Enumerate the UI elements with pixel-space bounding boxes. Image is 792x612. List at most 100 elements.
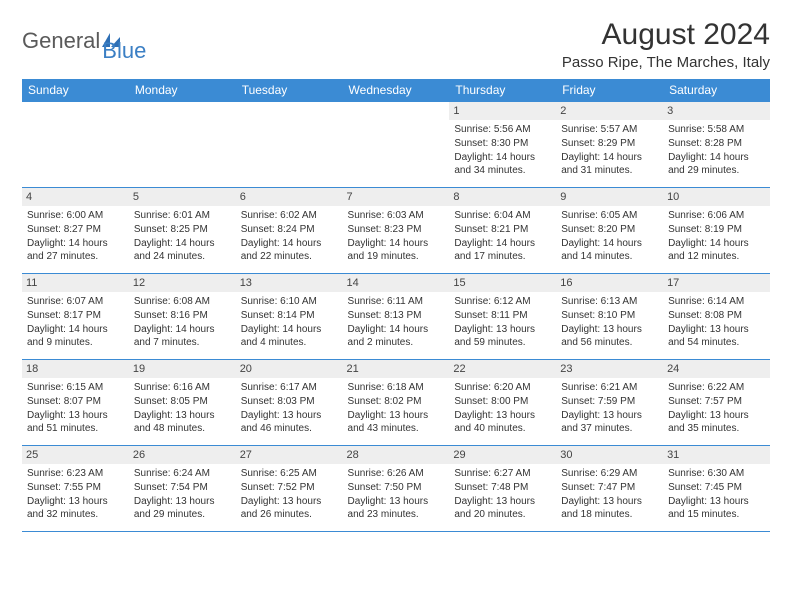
sunrise-text: Sunrise: 6:14 AM xyxy=(668,295,765,308)
sunset-text: Sunset: 8:27 PM xyxy=(27,223,124,236)
sunset-text: Sunset: 7:55 PM xyxy=(27,481,124,494)
sunset-text: Sunset: 8:08 PM xyxy=(668,309,765,322)
calendar-day-cell: 4Sunrise: 6:00 AMSunset: 8:27 PMDaylight… xyxy=(22,188,129,274)
day-info: Sunrise: 5:58 AMSunset: 8:28 PMDaylight:… xyxy=(668,123,765,177)
calendar-day-cell xyxy=(129,102,236,188)
day-info: Sunrise: 6:17 AMSunset: 8:03 PMDaylight:… xyxy=(241,381,338,435)
calendar-day-cell: 1 Sunrise: 5:56 AMSunset: 8:30 PMDaylight… xyxy=(449,102,556,188)
daylight-text: Daylight: 14 hours and 2 minutes. xyxy=(348,323,445,349)
daylight-text: Daylight: 13 hours and 35 minutes. xyxy=(668,409,765,435)
calendar-day-cell: 13Sunrise: 6:10 AMSunset: 8:14 PMDayligh… xyxy=(236,274,343,360)
header: General Blue August 2024 Passo Ripe, The… xyxy=(22,18,770,71)
sunrise-text: Sunrise: 6:20 AM xyxy=(454,381,551,394)
day-number: 5 xyxy=(129,188,236,206)
calendar-day-cell: 14Sunrise: 6:11 AMSunset: 8:13 PMDayligh… xyxy=(343,274,450,360)
sunset-text: Sunset: 8:29 PM xyxy=(561,137,658,150)
daylight-text: Daylight: 13 hours and 46 minutes. xyxy=(241,409,338,435)
day-number: 9 xyxy=(556,188,663,206)
day-info: Sunrise: 6:24 AMSunset: 7:54 PMDaylight:… xyxy=(134,467,231,521)
sunset-text: Sunset: 8:02 PM xyxy=(348,395,445,408)
sunrise-text: Sunrise: 6:18 AM xyxy=(348,381,445,394)
sunset-text: Sunset: 7:52 PM xyxy=(241,481,338,494)
day-number: 7 xyxy=(343,188,450,206)
sunset-text: Sunset: 8:17 PM xyxy=(27,309,124,322)
sunset-text: Sunset: 7:47 PM xyxy=(561,481,658,494)
weekday-header: Monday xyxy=(129,79,236,102)
sunrise-text: Sunrise: 6:30 AM xyxy=(668,467,765,480)
sunrise-text: Sunrise: 6:25 AM xyxy=(241,467,338,480)
day-number: 1 xyxy=(449,102,556,120)
daylight-text: Daylight: 13 hours and 56 minutes. xyxy=(561,323,658,349)
calendar-day-cell: 3 Sunrise: 5:58 AMSunset: 8:28 PMDaylight… xyxy=(663,102,770,188)
day-number: 6 xyxy=(236,188,343,206)
daylight-text: Daylight: 14 hours and 34 minutes. xyxy=(454,151,551,177)
calendar-day-cell xyxy=(236,102,343,188)
sunset-text: Sunset: 8:07 PM xyxy=(27,395,124,408)
sunset-text: Sunset: 8:03 PM xyxy=(241,395,338,408)
day-number: 31 xyxy=(663,446,770,464)
sunset-text: Sunset: 8:14 PM xyxy=(241,309,338,322)
day-info: Sunrise: 6:16 AMSunset: 8:05 PMDaylight:… xyxy=(134,381,231,435)
calendar-day-cell: 8Sunrise: 6:04 AMSunset: 8:21 PMDaylight… xyxy=(449,188,556,274)
day-number: 27 xyxy=(236,446,343,464)
day-number: 13 xyxy=(236,274,343,292)
daylight-text: Daylight: 14 hours and 31 minutes. xyxy=(561,151,658,177)
sunrise-text: Sunrise: 6:24 AM xyxy=(134,467,231,480)
daylight-text: Daylight: 14 hours and 17 minutes. xyxy=(454,237,551,263)
sunrise-text: Sunrise: 5:57 AM xyxy=(561,123,658,136)
calendar-day-cell: 2 Sunrise: 5:57 AMSunset: 8:29 PMDaylight… xyxy=(556,102,663,188)
sunset-text: Sunset: 7:50 PM xyxy=(348,481,445,494)
calendar-day-cell: 12Sunrise: 6:08 AMSunset: 8:16 PMDayligh… xyxy=(129,274,236,360)
day-number-empty xyxy=(22,102,129,120)
sunset-text: Sunset: 8:24 PM xyxy=(241,223,338,236)
day-number-empty xyxy=(236,102,343,120)
day-info: Sunrise: 6:15 AMSunset: 8:07 PMDaylight:… xyxy=(27,381,124,435)
day-number: 3 xyxy=(663,102,770,120)
sunrise-text: Sunrise: 6:00 AM xyxy=(27,209,124,222)
calendar-day-cell: 17Sunrise: 6:14 AMSunset: 8:08 PMDayligh… xyxy=(663,274,770,360)
day-number: 12 xyxy=(129,274,236,292)
calendar-header-row: SundayMondayTuesdayWednesdayThursdayFrid… xyxy=(22,79,770,102)
calendar-week-row: 4Sunrise: 6:00 AMSunset: 8:27 PMDaylight… xyxy=(22,188,770,274)
day-info: Sunrise: 6:26 AMSunset: 7:50 PMDaylight:… xyxy=(348,467,445,521)
day-number-empty xyxy=(129,102,236,120)
daylight-text: Daylight: 13 hours and 26 minutes. xyxy=(241,495,338,521)
sunrise-text: Sunrise: 6:04 AM xyxy=(454,209,551,222)
day-info: Sunrise: 6:03 AMSunset: 8:23 PMDaylight:… xyxy=(348,209,445,263)
calendar-day-cell: 29Sunrise: 6:27 AMSunset: 7:48 PMDayligh… xyxy=(449,446,556,532)
sunrise-text: Sunrise: 6:03 AM xyxy=(348,209,445,222)
weekday-header: Tuesday xyxy=(236,79,343,102)
weekday-header: Sunday xyxy=(22,79,129,102)
sunrise-text: Sunrise: 6:12 AM xyxy=(454,295,551,308)
weekday-header: Saturday xyxy=(663,79,770,102)
day-info: Sunrise: 6:14 AMSunset: 8:08 PMDaylight:… xyxy=(668,295,765,349)
daylight-text: Daylight: 14 hours and 9 minutes. xyxy=(27,323,124,349)
calendar-day-cell: 31Sunrise: 6:30 AMSunset: 7:45 PMDayligh… xyxy=(663,446,770,532)
day-number: 2 xyxy=(556,102,663,120)
sunrise-text: Sunrise: 6:23 AM xyxy=(27,467,124,480)
sunset-text: Sunset: 8:05 PM xyxy=(134,395,231,408)
sunset-text: Sunset: 7:59 PM xyxy=(561,395,658,408)
day-info: Sunrise: 6:29 AMSunset: 7:47 PMDaylight:… xyxy=(561,467,658,521)
sunset-text: Sunset: 8:11 PM xyxy=(454,309,551,322)
daylight-text: Daylight: 14 hours and 4 minutes. xyxy=(241,323,338,349)
sunset-text: Sunset: 8:21 PM xyxy=(454,223,551,236)
day-number: 29 xyxy=(449,446,556,464)
day-info: Sunrise: 6:06 AMSunset: 8:19 PMDaylight:… xyxy=(668,209,765,263)
day-info: Sunrise: 6:22 AMSunset: 7:57 PMDaylight:… xyxy=(668,381,765,435)
day-info: Sunrise: 6:20 AMSunset: 8:00 PMDaylight:… xyxy=(454,381,551,435)
day-info: Sunrise: 6:00 AMSunset: 8:27 PMDaylight:… xyxy=(27,209,124,263)
sunrise-text: Sunrise: 6:29 AM xyxy=(561,467,658,480)
day-info: Sunrise: 5:56 AMSunset: 8:30 PMDaylight:… xyxy=(454,123,551,177)
calendar-day-cell: 9Sunrise: 6:05 AMSunset: 8:20 PMDaylight… xyxy=(556,188,663,274)
daylight-text: Daylight: 13 hours and 40 minutes. xyxy=(454,409,551,435)
calendar-day-cell: 16Sunrise: 6:13 AMSunset: 8:10 PMDayligh… xyxy=(556,274,663,360)
day-number: 15 xyxy=(449,274,556,292)
calendar-day-cell: 10Sunrise: 6:06 AMSunset: 8:19 PMDayligh… xyxy=(663,188,770,274)
day-number: 20 xyxy=(236,360,343,378)
daylight-text: Daylight: 13 hours and 48 minutes. xyxy=(134,409,231,435)
day-number: 21 xyxy=(343,360,450,378)
day-info: Sunrise: 6:07 AMSunset: 8:17 PMDaylight:… xyxy=(27,295,124,349)
calendar-page: General Blue August 2024 Passo Ripe, The… xyxy=(0,0,792,550)
day-number: 28 xyxy=(343,446,450,464)
